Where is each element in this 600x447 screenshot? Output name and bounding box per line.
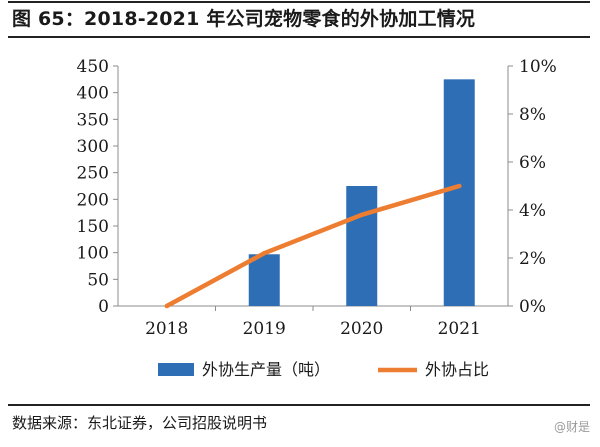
y-left-tick-label: 150 [77, 217, 109, 237]
y-left-tick-label: 350 [77, 110, 109, 130]
legend-bar-label: 外协生产量（吨） [202, 360, 330, 379]
y-right-tick-label: 0% [519, 297, 546, 317]
top-rule [8, 1, 590, 3]
watermark: @财是 [553, 420, 590, 434]
bar [346, 186, 378, 306]
y-left-tick-label: 400 [77, 84, 109, 104]
y-left-tick-label: 200 [77, 190, 109, 210]
y-left-tick-label: 100 [77, 244, 109, 264]
source-note: 数据来源：东北证券，公司招股说明书 [12, 414, 268, 432]
legend-line-label: 外协占比 [425, 360, 489, 379]
bar [248, 254, 280, 306]
x-tick-label: 2019 [243, 319, 286, 339]
line-series [164, 183, 462, 309]
y-right-tick-label: 10% [519, 57, 557, 77]
y-right-tick-label: 6% [519, 153, 546, 173]
y-left-tick-label: 450 [77, 57, 109, 77]
figure-title: 图 65：2018-2021 年公司宠物零食的外协加工情况 [12, 8, 476, 30]
y-right-tick-label: 8% [519, 105, 546, 125]
x-tick-label: 2018 [145, 319, 188, 339]
source-rule [8, 404, 590, 406]
x-tick-label: 2020 [340, 319, 383, 339]
y-left-tick-label: 250 [77, 164, 109, 184]
y-right-tick-label: 2% [519, 249, 546, 269]
chart-axes: 0 50 100 150 200 250 300 350 400 450 0% 2% 4% 6% 8% 10%… [77, 57, 557, 339]
bar-series [248, 79, 475, 306]
title-rule [8, 36, 590, 38]
y-right-tick-label: 4% [519, 201, 546, 221]
x-tick-label: 2021 [438, 319, 481, 339]
legend-bar-swatch [158, 363, 194, 376]
series-line [164, 183, 462, 309]
y-left-tick-label: 50 [87, 270, 109, 290]
y-left-tick-label: 0 [98, 297, 109, 317]
y-left-tick-label: 300 [77, 137, 109, 157]
bar [443, 79, 475, 306]
legend: 外协生产量（吨） 外协占比 [158, 360, 489, 379]
